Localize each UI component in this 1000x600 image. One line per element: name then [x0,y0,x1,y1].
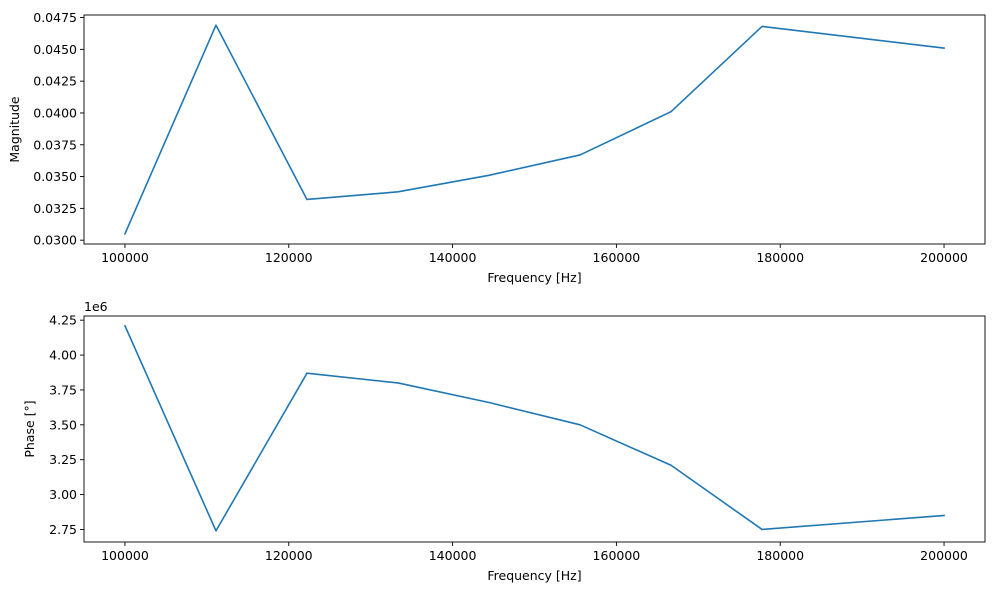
y-offset-label: 1e6 [84,299,108,314]
data-line-1 [123,324,945,532]
x-tick-label: 160000 [593,250,641,265]
data-line-1 [123,24,945,235]
x-tick-label: 180000 [756,548,804,563]
subplot-2: 100000 120000 140000 160000 180000 200000 2.75… [22,299,986,583]
x-tick-label: 140000 [429,548,477,563]
y-tick-label: 0.0425 [33,74,77,89]
x-tick-label: 180000 [756,250,804,265]
axes-frame [83,315,986,543]
y-tick-label: 0.0400 [33,105,77,120]
x-tick-label: 200000 [920,548,968,563]
y-axis-label: Phase [°] [22,400,37,457]
x-tick-label: 120000 [265,548,313,563]
x-tick-label: 140000 [429,250,477,265]
y-tick-label: 4.00 [49,348,77,363]
y-tick-label: 0.0450 [33,42,77,57]
y-tick-label: 0.0300 [33,233,77,248]
x-tick-label: 100000 [101,250,149,265]
y-tick-label: 0.0375 [33,137,77,152]
x-axis-label: Frequency [Hz] [487,568,581,583]
x-tick-label: 160000 [593,548,641,563]
x-axis-label: Frequency [Hz] [487,270,581,285]
y-axis-label: Magnitude [7,96,22,163]
y-tick-label: 3.00 [49,487,77,502]
y-tick-label: 3.25 [49,452,77,467]
y-tick-label: 3.50 [49,417,77,432]
y-tick-label: 0.0325 [33,201,77,216]
y-tick-label: 4.25 [49,313,77,328]
y-tick-label: 2.75 [49,522,77,537]
subplot-1: 100000 120000 140000 160000 180000 200000 0.03… [7,10,986,285]
y-tick-label: 0.0475 [33,10,77,25]
x-tick-label: 200000 [920,250,968,265]
x-tick-label: 120000 [265,250,313,265]
y-tick-label: 3.75 [49,382,77,397]
x-tick-label: 100000 [101,548,149,563]
axes-frame [83,14,986,245]
y-tick-label: 0.0350 [33,169,77,184]
